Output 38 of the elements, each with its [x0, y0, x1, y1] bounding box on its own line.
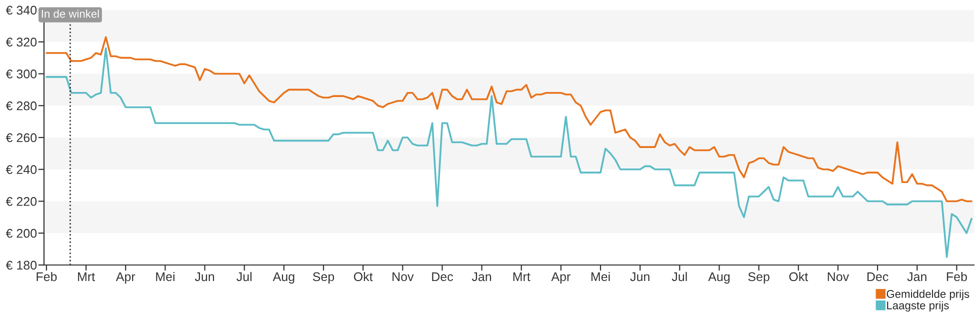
x-tick-label: Okt: [789, 272, 808, 282]
y-tick-label: € 320: [6, 38, 37, 47]
x-tick-label: Jan: [472, 272, 492, 282]
x-tick-label: Aug: [272, 272, 294, 284]
x-tick-label: Jun: [630, 272, 650, 282]
y-tick-label: € 260: [6, 133, 37, 142]
x-tick-label: Nov: [828, 272, 850, 282]
annotation: In de winkel: [42, 10, 99, 18]
x-tick-label: Dec: [867, 272, 888, 282]
x-tick-label: Feb: [946, 272, 967, 282]
x-tick-label: Jul: [672, 272, 687, 282]
x-tick-label: Jun: [194, 272, 214, 282]
y-tick-label: € 200: [6, 228, 37, 238]
x-tick-label: Jul: [236, 272, 252, 282]
x-tick-label: Apr: [116, 272, 136, 284]
y-tick-label: € 300: [6, 70, 37, 78]
x-tick-label: Sep: [312, 272, 334, 284]
x-tick-label: Aug: [708, 272, 730, 284]
legend-label: Gemiddelde prijs: [886, 290, 970, 300]
line-series: [46, 47, 972, 258]
x-tick-label: Mrt: [513, 272, 530, 282]
y-tick-label: € 280: [6, 101, 37, 110]
x-tick-label: Apr: [551, 272, 570, 284]
x-tick-label: Nov: [392, 272, 414, 282]
x-tick-label: Mei: [591, 272, 610, 282]
y-tick-label: € 340: [6, 6, 37, 15]
x-tick-label: Feb: [36, 272, 57, 282]
x-tick-label: Mrt: [78, 272, 95, 282]
line-series: [46, 36, 972, 202]
y-tick-label: € 240: [6, 165, 37, 174]
x-tick-label: Okt: [354, 272, 373, 282]
x-tick-label: Sep: [748, 272, 770, 284]
x-tick-label: Jan: [907, 272, 926, 282]
y-tick-label: € 180: [6, 260, 37, 270]
x-tick-label: Mei: [156, 272, 174, 282]
x-tick-label: Dec: [432, 272, 454, 282]
y-tick-label: € 220: [6, 197, 37, 206]
legend-label: Laagste prijs: [887, 301, 949, 312]
